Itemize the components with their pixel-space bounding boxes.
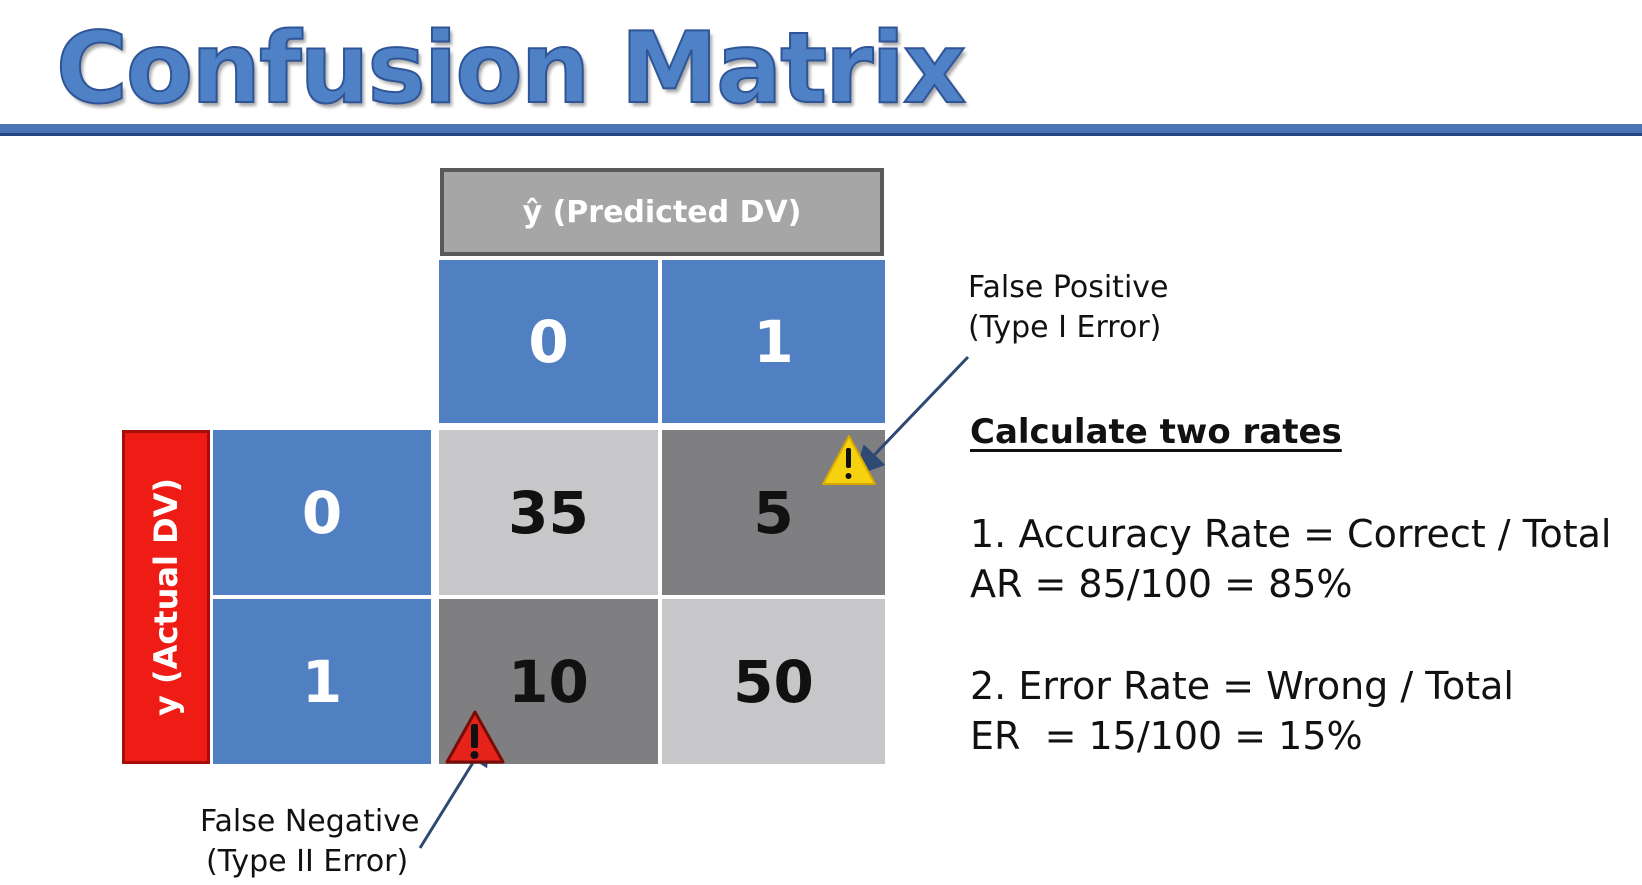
false-positive-pointer	[853, 355, 970, 477]
false-positive-label: False Positive (Type I Error)	[968, 268, 1169, 348]
rates-heading: Calculate two rates	[970, 412, 1342, 452]
warning-yellow-icon	[822, 435, 876, 485]
cell-true-positive: 50	[662, 599, 885, 764]
false-negative-line1: False Negative	[200, 804, 420, 839]
actual-dv-header: y (Actual DV)	[122, 430, 210, 764]
predicted-dv-header: ŷ (Predicted DV)	[440, 168, 884, 256]
page-title: Confusion Matrix	[55, 12, 967, 126]
error-value: ER = 15/100 = 15%	[970, 714, 1363, 758]
predicted-label-1: 1	[662, 260, 885, 423]
false-negative-label: False Negative (Type II Error)	[200, 802, 419, 882]
false-positive-line2: (Type I Error)	[968, 310, 1162, 345]
false-negative-line2: (Type II Error)	[206, 844, 409, 879]
warning-red-icon	[445, 710, 505, 764]
accuracy-formula: 1. Accuracy Rate = Correct / Total	[970, 512, 1612, 556]
cell-true-negative: 35	[439, 430, 658, 595]
actual-label-1: 1	[213, 599, 431, 764]
cell-false-positive: 5	[662, 430, 885, 595]
error-formula: 2. Error Rate = Wrong / Total	[970, 664, 1514, 708]
accuracy-value: AR = 85/100 = 85%	[970, 562, 1353, 606]
false-positive-line1: False Positive	[968, 270, 1169, 305]
predicted-label-0: 0	[439, 260, 658, 423]
actual-label-0: 0	[213, 430, 431, 595]
title-divider	[0, 124, 1642, 136]
